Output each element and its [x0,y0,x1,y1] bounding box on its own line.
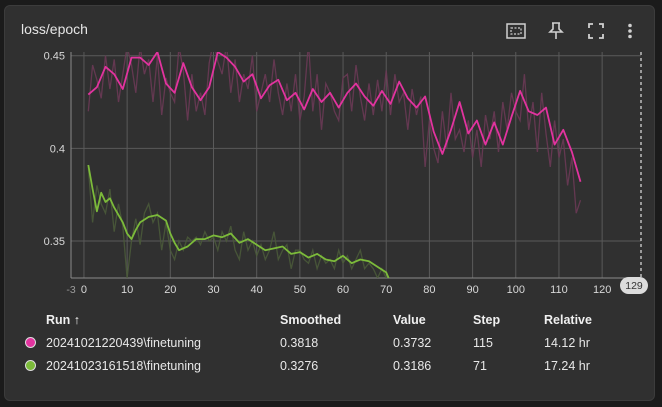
x-tick-label: 20 [164,284,176,296]
y-tick-label: 0.4 [50,143,65,155]
run-name: 20241023161518\finetuning [46,358,202,373]
more-options-button[interactable] [616,20,644,42]
raw-value: 0.3732 [393,335,432,350]
card-title: loss/epoch [21,21,88,37]
header-relative[interactable]: Relative [544,312,592,327]
loss-chart[interactable]: 0 10 20 30 40 50 60 70 80 90 100 110 120 0.35 0.4 0.45 -… [0,0,662,300]
header-step[interactable]: Step [473,312,501,327]
card-toolbar [496,20,644,42]
smoothed-series-line [87,164,390,278]
table-row[interactable]: 20241021220439\finetuning 0.3818 0.3732 … [14,331,634,354]
x-axis-min-label: -3 [66,284,75,296]
relative-time: 14.12 hr [544,335,590,350]
pin-button[interactable] [536,20,576,42]
step-value: 71 [473,358,487,373]
runs-table: Run ↑ Smoothed Value Step Relative 20241… [14,308,634,377]
x-tick-label: 70 [380,284,392,296]
x-tick-label: 50 [294,284,306,296]
y-tick-label: 0.45 [44,51,65,63]
x-tick-label: 10 [121,284,133,296]
fullscreen-button[interactable] [576,20,616,42]
run-color-dot [24,360,36,371]
smoothed-value: 0.3818 [280,335,319,350]
header-value[interactable]: Value [393,312,426,327]
fullscreen-icon [588,23,604,39]
y-tick-label: 0.35 [44,236,65,248]
x-tick-label: 120 [593,284,611,296]
x-tick-label: 110 [550,284,568,296]
header-run[interactable]: Run ↑ [46,312,81,327]
run-color-dot [24,337,36,348]
fit-domain-icon [506,23,526,39]
fit-domain-button[interactable] [496,20,536,42]
x-tick-label: 30 [207,284,219,296]
x-tick-label: 0 [81,284,87,296]
smoothed-series-line [87,52,582,182]
relative-time: 17.24 hr [544,358,590,373]
x-tick-label: 80 [423,284,435,296]
table-row[interactable]: 20241023161518\finetuning 0.3276 0.3186 … [14,354,634,377]
x-tick-label: 40 [251,284,263,296]
step-value: 115 [473,335,493,350]
raw-series-line [87,52,582,214]
x-tick-label: 90 [466,284,478,296]
x-tick-label: 60 [337,284,349,296]
x-axis-max-badge: 129 [620,277,648,294]
x-tick-label: 100 [507,284,525,296]
raw-value: 0.3186 [393,358,432,373]
raw-series-line [87,166,387,278]
header-smoothed[interactable]: Smoothed [280,312,342,327]
smoothed-value: 0.3276 [280,358,319,373]
run-name: 20241021220439\finetuning [46,335,202,350]
pin-icon [548,22,564,39]
more-vert-icon [628,23,632,39]
table-header: Run ↑ Smoothed Value Step Relative [14,308,634,331]
